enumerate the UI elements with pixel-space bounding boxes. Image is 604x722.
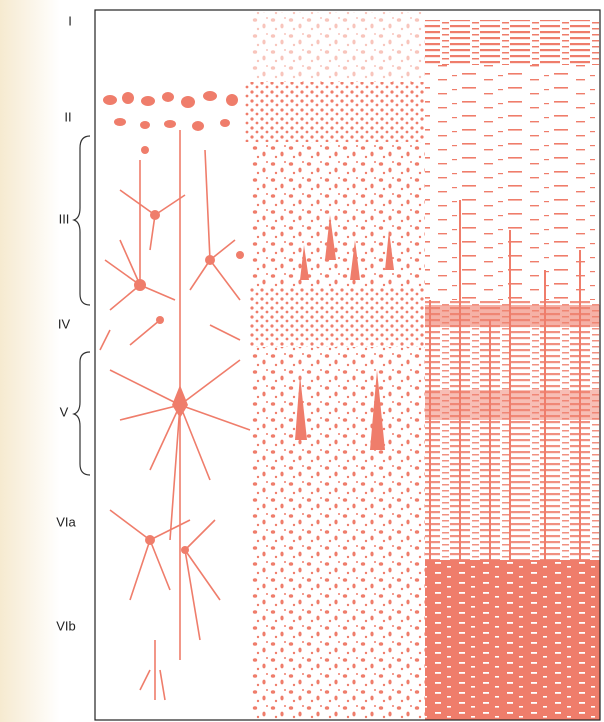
layer-label: IV — [58, 316, 71, 331]
braces — [72, 135, 91, 476]
layer-label: VIa — [56, 514, 76, 529]
layer-label: III — [59, 211, 70, 226]
layer-label: II — [64, 109, 71, 124]
background-edge — [0, 0, 60, 722]
nissl-column — [245, 12, 425, 720]
nissl-pyramids — [295, 215, 394, 450]
golgi-column — [99, 91, 251, 701]
neuron-dendrites — [99, 130, 251, 701]
layer-labels: I II III IV V VIa VIb — [56, 13, 76, 633]
neuron-somata — [134, 146, 244, 554]
layer-label: V — [60, 404, 69, 419]
frame — [94, 9, 601, 721]
layer-label: VIb — [56, 618, 76, 633]
layer-label: I — [68, 13, 72, 28]
weigert-column — [425, 20, 600, 720]
layer-ii-cells — [103, 91, 238, 131]
